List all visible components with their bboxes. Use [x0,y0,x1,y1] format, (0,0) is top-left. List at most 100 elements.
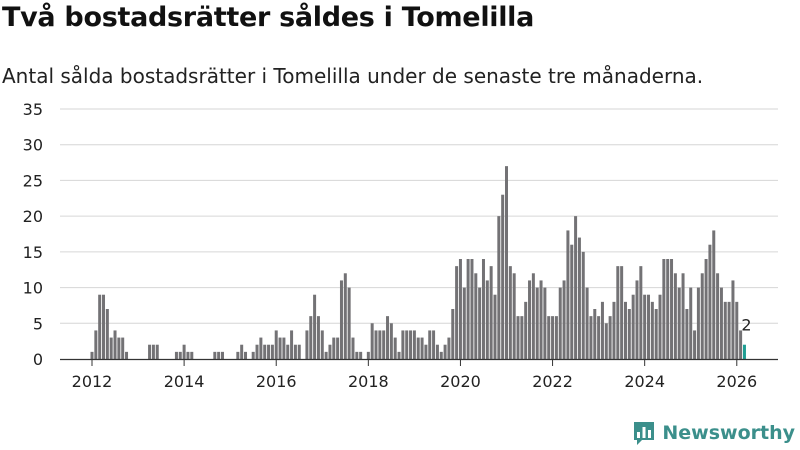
bar [604,323,608,359]
bar [336,337,340,359]
bar [531,273,535,359]
bar [524,301,528,359]
y-tick-label: 10 [23,279,43,298]
bar [374,330,378,359]
bar [647,294,651,359]
bar [182,344,186,359]
bar [343,273,347,359]
bar [458,259,462,359]
bar [585,287,589,359]
bar [102,294,106,359]
bar [432,330,436,359]
bar [543,287,547,359]
x-tick-label: 2024 [624,372,665,391]
bar [98,294,102,359]
bar [508,266,512,359]
bar [424,344,428,359]
bar [739,330,743,359]
x-tick-label: 2014 [164,372,205,391]
bar [704,259,708,359]
x-tick-label: 2022 [532,372,573,391]
bar [481,259,485,359]
bar [670,259,674,359]
bar [470,259,474,359]
bar [267,344,271,359]
bar [455,266,459,359]
x-tick-label: 2016 [256,372,297,391]
bar [328,344,332,359]
bar [689,287,693,359]
y-tick-label: 25 [23,171,43,190]
bar [251,351,255,359]
bar [639,266,643,359]
bar [293,344,297,359]
bar [627,309,631,359]
y-tick-label: 20 [23,207,43,226]
bar [151,344,155,359]
bar [121,337,125,359]
bar [593,309,597,359]
bar [125,351,129,359]
bar [620,266,624,359]
bar [735,301,739,359]
bar [236,351,240,359]
bar [696,287,700,359]
bar [305,330,309,359]
bar [635,280,639,359]
x-tick-label: 2012 [72,372,113,391]
x-tick-label: 2018 [348,372,389,391]
bar [190,351,194,359]
bar [451,309,455,359]
bar [554,316,558,359]
bar [731,280,735,359]
bar [435,344,439,359]
bar [397,351,401,359]
bar [723,301,727,359]
bar [719,287,723,359]
bar [213,351,217,359]
bar [574,216,578,359]
bar [489,266,493,359]
bar [382,330,386,359]
bar [297,344,301,359]
bar [282,337,286,359]
last-value-annotation: 2 [741,316,751,335]
bar [658,294,662,359]
bar [420,337,424,359]
bar [466,259,470,359]
bar [355,351,359,359]
bar [485,280,489,359]
bar [389,323,393,359]
bar [332,337,336,359]
bar [501,194,505,359]
bar [109,337,113,359]
bar [416,337,420,359]
bar [309,316,313,359]
bar [589,316,593,359]
bar [347,287,351,359]
bar [244,351,248,359]
bar [447,337,451,359]
bar [94,330,98,359]
bar [339,280,343,359]
bar [654,309,658,359]
bar [478,287,482,359]
bar [520,316,524,359]
chart-subtitle: Antal sålda bostadsrätter i Tomelilla un… [2,64,704,88]
bar [220,351,224,359]
x-tick-label: 2026 [716,372,757,391]
bar [240,344,244,359]
bar [623,301,627,359]
bar [673,273,677,359]
bar [217,351,221,359]
bar [286,344,290,359]
bar [324,351,328,359]
bar [677,287,681,359]
bar [727,301,731,359]
bar [439,351,443,359]
bar [270,344,274,359]
y-tick-label: 35 [23,100,43,119]
bar [528,280,532,359]
bar-highlight [742,344,746,359]
bar-chart: 0 5 10 15 20 25 30 35 2 2012 2014 2016 2018 2020 2022 2… [23,100,778,391]
